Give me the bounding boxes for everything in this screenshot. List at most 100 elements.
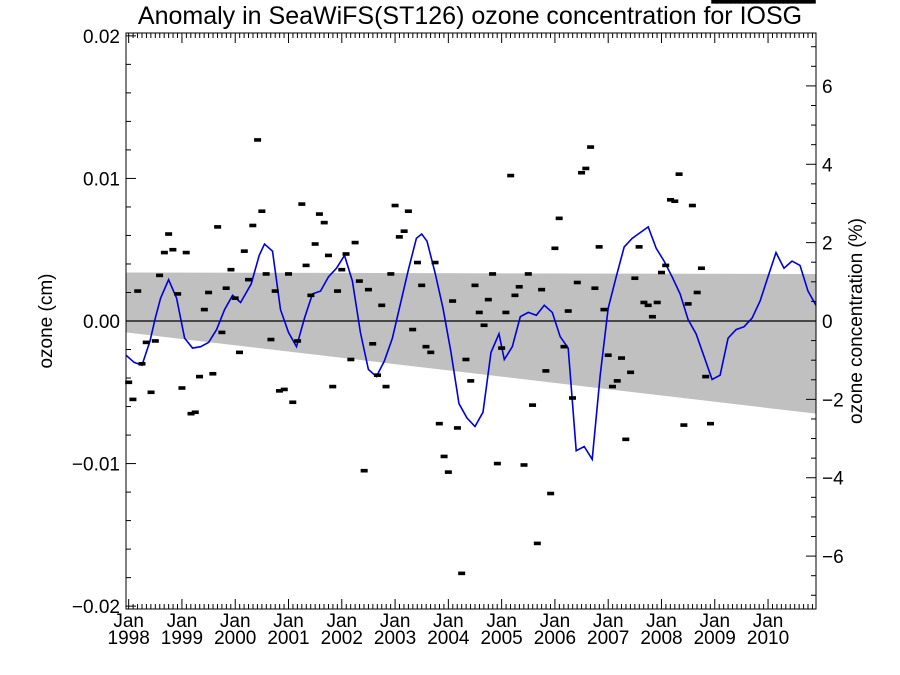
data-point	[254, 138, 262, 142]
data-point-mark	[667, 198, 675, 202]
x-tick-month-label: Jan	[433, 611, 464, 632]
data-point	[551, 246, 559, 251]
data-point-mark	[404, 209, 412, 214]
data-point	[657, 270, 665, 275]
smoothed-anomaly-line	[125, 225, 817, 462]
data-point	[209, 371, 217, 376]
data-point-mark	[275, 389, 283, 393]
x-tick-year-label: 1998	[108, 628, 150, 649]
y-tick-label: 0.02	[83, 27, 120, 48]
data-point-mark	[400, 229, 408, 233]
data-point-mark	[582, 166, 590, 171]
data-point	[773, 0, 781, 4]
data-point-mark	[209, 371, 217, 376]
data-point	[271, 289, 279, 293]
data-point	[627, 370, 635, 375]
data-point	[707, 421, 715, 426]
data-point-mark	[231, 296, 239, 300]
data-point	[702, 374, 710, 379]
x-tick-year-label: 2008	[640, 628, 682, 649]
data-point-mark	[688, 203, 696, 208]
data-point-mark	[196, 374, 204, 379]
data-point-mark	[205, 290, 213, 295]
data-point	[200, 307, 208, 312]
data-point	[187, 411, 195, 416]
data-point-mark	[435, 421, 443, 426]
data-point-mark	[795, 0, 803, 4]
data-point-mark	[595, 245, 603, 249]
data-point-mark	[360, 468, 368, 473]
data-point	[431, 260, 439, 265]
data-point-mark	[134, 289, 142, 293]
data-point-mark	[724, 0, 732, 4]
data-point	[618, 356, 626, 360]
data-point	[604, 353, 612, 358]
data-point	[369, 342, 377, 346]
data-point-mark	[804, 0, 812, 4]
data-point-mark	[200, 307, 208, 312]
data-point-mark	[302, 263, 310, 268]
data-point-mark	[187, 411, 195, 416]
data-point	[298, 202, 306, 206]
data-point	[489, 272, 497, 276]
data-point-mark	[555, 216, 563, 221]
data-point	[711, 0, 719, 4]
data-point	[174, 292, 182, 296]
data-point-mark	[627, 370, 635, 375]
data-point-mark	[760, 0, 768, 4]
data-point	[315, 212, 323, 216]
data-point-mark	[427, 350, 435, 355]
data-point	[311, 242, 319, 246]
x-tick-month-label: Jan	[593, 611, 624, 632]
data-point-mark	[214, 225, 222, 229]
data-point-mark	[271, 289, 279, 293]
x-tick-year-label: 1999	[161, 628, 203, 649]
x-tick-year-label: 2009	[694, 628, 736, 649]
y2-tick-label: 4	[822, 155, 833, 176]
data-point	[693, 290, 701, 295]
data-point	[648, 314, 656, 319]
tick-label-layer: 0.020.010.00−0.01−0.026420−2−4−6Jan1998J…	[72, 27, 844, 649]
data-point-mark	[254, 138, 262, 142]
data-point	[245, 277, 253, 282]
data-point-mark	[391, 203, 399, 208]
data-point-mark	[653, 300, 661, 305]
data-point	[737, 0, 745, 4]
data-point-mark	[493, 461, 501, 466]
data-point-mark	[382, 384, 390, 389]
y2-tick-label: −4	[822, 469, 844, 490]
y2-axis-title: ozone concentration (%)	[846, 218, 867, 424]
data-point-mark	[697, 266, 705, 271]
data-point	[351, 240, 359, 245]
data-point	[653, 300, 661, 305]
data-point-mark	[733, 0, 741, 4]
axes-layer	[125, 32, 817, 610]
data-point	[502, 310, 510, 315]
data-point	[324, 253, 332, 258]
data-point	[595, 245, 603, 249]
data-point	[142, 340, 150, 345]
y2-tick-label: 2	[822, 234, 833, 255]
data-point-mark	[671, 199, 679, 204]
data-point	[275, 389, 283, 393]
x-tick-month-label: Jan	[699, 611, 730, 632]
data-point	[320, 220, 328, 225]
data-point	[196, 374, 204, 379]
x-tick-year-label: 2005	[480, 628, 522, 649]
data-point-mark	[644, 303, 652, 308]
data-point-mark	[684, 302, 692, 306]
data-point	[280, 387, 288, 392]
data-point	[751, 0, 759, 4]
data-point-mark	[551, 246, 559, 251]
data-point	[413, 260, 421, 265]
data-point	[462, 357, 470, 362]
data-point	[622, 437, 630, 442]
data-point	[608, 384, 616, 389]
x-tick-year-label: 2001	[267, 628, 309, 649]
data-point	[427, 350, 435, 355]
data-point	[178, 386, 186, 390]
data-point	[524, 272, 532, 276]
x-tick-year-label: 2007	[587, 628, 629, 649]
data-point-mark	[440, 454, 448, 459]
data-point-mark	[307, 293, 315, 298]
